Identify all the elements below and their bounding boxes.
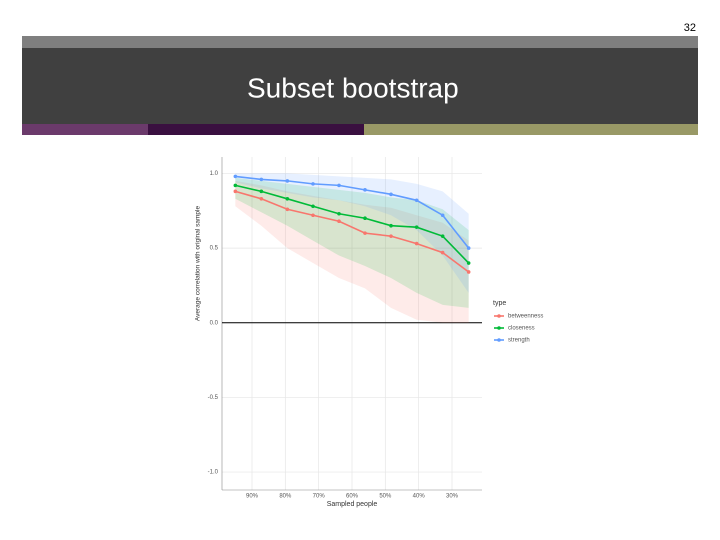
y-tick-label: -0.5 (208, 395, 219, 401)
accent-bar (22, 124, 148, 135)
point (363, 216, 367, 221)
point (285, 179, 290, 183)
x-axis-label: Sampled people (327, 501, 378, 508)
ribbon (235, 173, 469, 293)
legend-label: strength (508, 338, 530, 344)
title-band (22, 48, 698, 124)
x-tick-label: 90% (246, 494, 259, 500)
point (389, 223, 393, 228)
y-tick-label: 0.0 (210, 320, 219, 326)
legend-label: closeness (508, 326, 535, 332)
y-tick-label: 0.5 (210, 246, 219, 252)
point (466, 246, 471, 250)
accent-bar (364, 124, 698, 135)
point (259, 177, 264, 182)
x-tick-label: 30% (446, 494, 459, 500)
y-axis-label: Average correlation with original sample (195, 206, 202, 322)
header-strip (22, 36, 698, 48)
x-tick-label: 60% (346, 494, 359, 500)
point (440, 250, 445, 255)
point (337, 183, 341, 188)
x-tick-label: 70% (313, 494, 326, 500)
point (466, 261, 471, 265)
point (311, 213, 315, 218)
legend-title: type (493, 300, 506, 307)
series-line (235, 184, 470, 264)
point (440, 234, 445, 238)
point (259, 197, 264, 201)
point (285, 197, 290, 201)
accent-bar (148, 124, 364, 135)
y-tick-label: 1.0 (210, 171, 219, 177)
point (285, 207, 290, 212)
point (363, 188, 367, 192)
point (337, 211, 341, 216)
legend-swatch (497, 326, 501, 330)
legend-swatch (497, 338, 501, 342)
x-tick-label: 80% (279, 494, 292, 500)
series-line (235, 175, 470, 249)
point (389, 192, 393, 197)
point (440, 213, 445, 218)
point (233, 189, 238, 194)
point (363, 231, 367, 235)
y-tick-label: -1.0 (208, 470, 219, 476)
point (259, 189, 264, 194)
point (414, 241, 419, 246)
x-tick-label: 40% (413, 494, 426, 500)
series-line (235, 190, 470, 273)
point (311, 204, 315, 209)
x-tick-label: 50% (379, 494, 392, 500)
point (466, 270, 471, 274)
point (337, 219, 341, 224)
point (233, 174, 238, 179)
legend-swatch (497, 314, 501, 318)
point (414, 198, 419, 203)
point (311, 182, 315, 186)
slide-title: Subset bootstrap (247, 72, 459, 103)
legend-label: betweenness (508, 314, 543, 320)
slide-number: 32 (684, 22, 696, 34)
chart: -1.0 -0.5 0.0 0.5 1.0 90% 80% 70% 60% 50% 40% 30% Sa… (195, 157, 543, 508)
point (233, 183, 238, 188)
point (414, 225, 419, 229)
ribbon (235, 180, 469, 323)
point (389, 234, 393, 238)
